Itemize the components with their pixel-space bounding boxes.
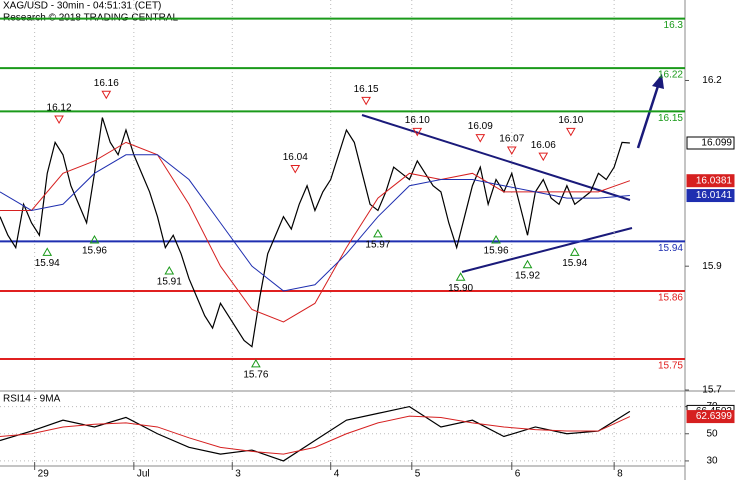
trend-line (361, 114, 631, 201)
y-tick-label: 15.9 (702, 261, 722, 272)
value-box (686, 174, 735, 188)
series-line (0, 415, 631, 455)
peak-label: 16.10 (405, 115, 430, 126)
level-label: 16.15 (658, 113, 683, 124)
peak-marker (565, 127, 576, 137)
peak-marker (412, 127, 423, 137)
peak-marker (538, 152, 549, 162)
value-box-label: 16.099 (701, 138, 732, 149)
level-label: 16.3 (664, 20, 684, 31)
forecast-arrow (636, 85, 660, 149)
series-line (0, 141, 631, 323)
x-tick-label: 29 (38, 469, 50, 480)
peak-label: 16.15 (354, 84, 379, 95)
value-box (686, 189, 735, 203)
value-box-label: 62.6399 (696, 411, 733, 422)
x-tick-label: Jul (137, 469, 150, 480)
peak-label: 16.04 (283, 152, 308, 163)
level-label: 15.75 (658, 361, 683, 372)
trough-label: 15.94 (562, 258, 587, 269)
x-tick-label: 5 (415, 469, 421, 480)
trough-marker (491, 235, 501, 244)
peak-label: 16.09 (468, 121, 493, 132)
peak-label: 16.07 (499, 134, 524, 145)
level-label: 15.94 (658, 243, 683, 254)
trough-marker (373, 228, 383, 238)
trough-marker (522, 259, 533, 269)
trough-label: 15.97 (365, 239, 390, 250)
trough-marker (89, 235, 100, 244)
peak-marker (506, 146, 517, 155)
peak-marker (101, 90, 112, 100)
x-tick-label: 6 (515, 469, 521, 480)
trough-label: 15.94 (35, 258, 60, 269)
y-tick-label: 50 (706, 428, 718, 439)
trough-marker (164, 265, 175, 275)
x-tick-label: 4 (334, 469, 340, 480)
peak-label: 16.16 (94, 78, 119, 89)
trough-label: 15.96 (82, 246, 107, 257)
y-tick-label: 16.2 (702, 75, 722, 86)
peak-marker (361, 96, 371, 106)
trough-label: 15.96 (484, 246, 509, 257)
peak-marker (290, 165, 301, 174)
trough-marker (455, 272, 466, 281)
peak-label: 16.12 (47, 103, 72, 114)
level-label: 16.22 (658, 70, 683, 81)
y-tick-label: 30 (706, 456, 718, 467)
rsi-title: RSI14 - 9MA (3, 394, 61, 405)
series-line (0, 117, 630, 348)
peak-marker (475, 134, 486, 143)
peak-label: 16.06 (531, 140, 556, 151)
trough-label: 15.76 (243, 369, 268, 380)
chart-title: XAG/USD - 30min - 04:51:31 (CET) (3, 1, 161, 12)
trend-line (461, 227, 633, 273)
y-tick-label: 15.7 (702, 385, 722, 396)
value-box (686, 136, 735, 150)
forecast-arrowhead (652, 74, 664, 89)
x-tick-label: 3 (235, 469, 241, 480)
trough-label: 15.91 (157, 277, 182, 288)
value-box (686, 410, 735, 424)
series-line (0, 154, 630, 292)
peak-marker (54, 115, 64, 125)
x-tick-label: 8 (617, 469, 623, 480)
trough-marker (569, 247, 580, 256)
trough-label: 15.92 (515, 270, 540, 281)
level-label: 15.86 (658, 293, 683, 304)
value-box-label: 16.0381 (696, 175, 733, 186)
peak-label: 16.10 (558, 115, 583, 126)
trough-label: 15.90 (448, 283, 473, 294)
trough-marker (251, 358, 261, 368)
value-box-label: 16.0141 (696, 190, 733, 201)
trough-marker (42, 247, 53, 256)
